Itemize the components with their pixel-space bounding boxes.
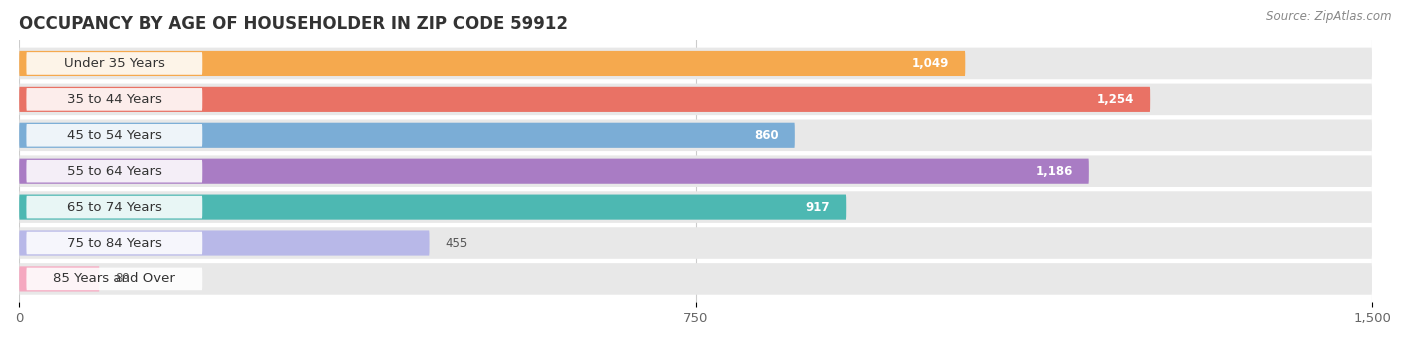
Text: 75 to 84 Years: 75 to 84 Years: [67, 237, 162, 250]
Text: Under 35 Years: Under 35 Years: [63, 57, 165, 70]
FancyBboxPatch shape: [27, 124, 202, 147]
Text: 65 to 74 Years: 65 to 74 Years: [67, 201, 162, 214]
Text: 1,186: 1,186: [1035, 165, 1073, 178]
Text: 917: 917: [806, 201, 830, 214]
FancyBboxPatch shape: [27, 232, 202, 254]
Text: 35 to 44 Years: 35 to 44 Years: [67, 93, 162, 106]
FancyBboxPatch shape: [20, 191, 1372, 223]
FancyBboxPatch shape: [27, 52, 202, 75]
FancyBboxPatch shape: [20, 159, 1088, 184]
Text: 1,254: 1,254: [1097, 93, 1135, 106]
FancyBboxPatch shape: [20, 119, 1372, 151]
FancyBboxPatch shape: [27, 160, 202, 183]
Text: OCCUPANCY BY AGE OF HOUSEHOLDER IN ZIP CODE 59912: OCCUPANCY BY AGE OF HOUSEHOLDER IN ZIP C…: [20, 15, 568, 33]
FancyBboxPatch shape: [20, 155, 1372, 187]
FancyBboxPatch shape: [27, 88, 202, 111]
Text: 89: 89: [115, 272, 131, 286]
FancyBboxPatch shape: [27, 268, 202, 290]
Text: 1,049: 1,049: [911, 57, 949, 70]
FancyBboxPatch shape: [20, 87, 1150, 112]
Text: Source: ZipAtlas.com: Source: ZipAtlas.com: [1267, 10, 1392, 23]
FancyBboxPatch shape: [20, 227, 1372, 259]
FancyBboxPatch shape: [20, 84, 1372, 115]
FancyBboxPatch shape: [20, 194, 846, 220]
Text: 860: 860: [754, 129, 779, 142]
FancyBboxPatch shape: [20, 48, 1372, 79]
FancyBboxPatch shape: [20, 266, 100, 291]
Text: 85 Years and Over: 85 Years and Over: [53, 272, 176, 286]
FancyBboxPatch shape: [20, 123, 794, 148]
FancyBboxPatch shape: [20, 263, 1372, 295]
Text: 455: 455: [446, 237, 468, 250]
FancyBboxPatch shape: [27, 196, 202, 218]
Text: 45 to 54 Years: 45 to 54 Years: [67, 129, 162, 142]
FancyBboxPatch shape: [20, 51, 966, 76]
FancyBboxPatch shape: [20, 231, 430, 256]
Text: 55 to 64 Years: 55 to 64 Years: [67, 165, 162, 178]
